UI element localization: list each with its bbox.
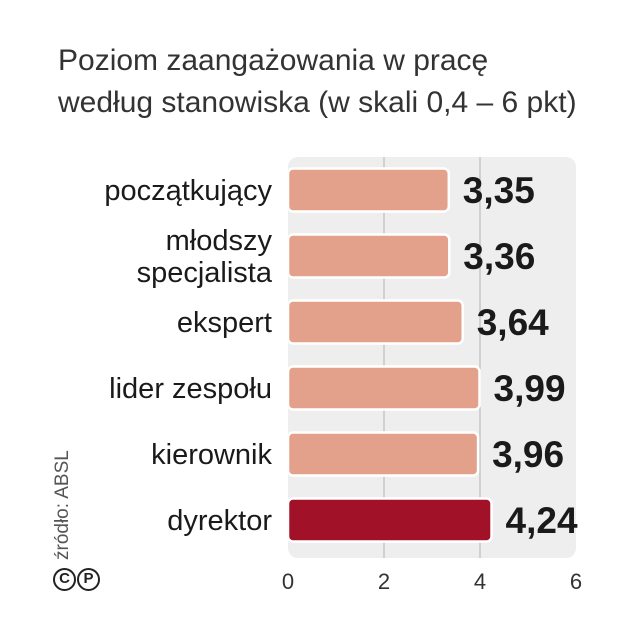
x-tick-label: 0 [282,569,294,594]
category-label-line: ekspert [177,307,272,339]
title-line-2: według stanowiska (w skali 0,4 – 6 pkt) [58,86,577,119]
category-label: kierownik [151,439,272,471]
category-label-line: początkujący [104,175,272,207]
category-label: początkujący [104,175,272,207]
x-tick-label: 2 [378,569,390,594]
chart-title: Poziom zaangażowania w pracę według stan… [58,40,628,124]
x-tick-label: 4 [474,569,486,594]
category-label: ekspert [177,307,272,339]
value-label: 3,96 [492,434,564,475]
bar [286,497,493,543]
category-label-line: kierownik [151,439,272,471]
source-label: źródło: ABSL [52,450,73,560]
bar [286,233,451,279]
category-label: lider zespołu [109,373,272,405]
x-tick-label: 6 [570,569,582,594]
value-label: 3,64 [477,302,549,343]
category-label: dyrektor [167,505,272,537]
category-label-line: specjalista [137,257,273,289]
value-label: 3,35 [463,170,535,211]
category-label: młodszy specjalista [137,225,273,289]
title-line-1: Poziom zaangażowania w pracę [58,44,489,77]
phonogram-icon: P [77,568,100,591]
bar [286,365,481,411]
value-label: 3,36 [463,236,535,277]
bar [286,167,451,213]
copyright-icon: C [53,568,76,591]
category-label-line: lider zespołu [109,373,272,405]
value-label: 4,24 [506,500,578,541]
bar [286,431,480,477]
bar [286,299,464,345]
copyright-marks: C P [53,568,101,591]
value-label: 3,99 [494,368,566,409]
category-label-line: młodszy [166,225,273,257]
category-label-line: dyrektor [167,505,272,537]
